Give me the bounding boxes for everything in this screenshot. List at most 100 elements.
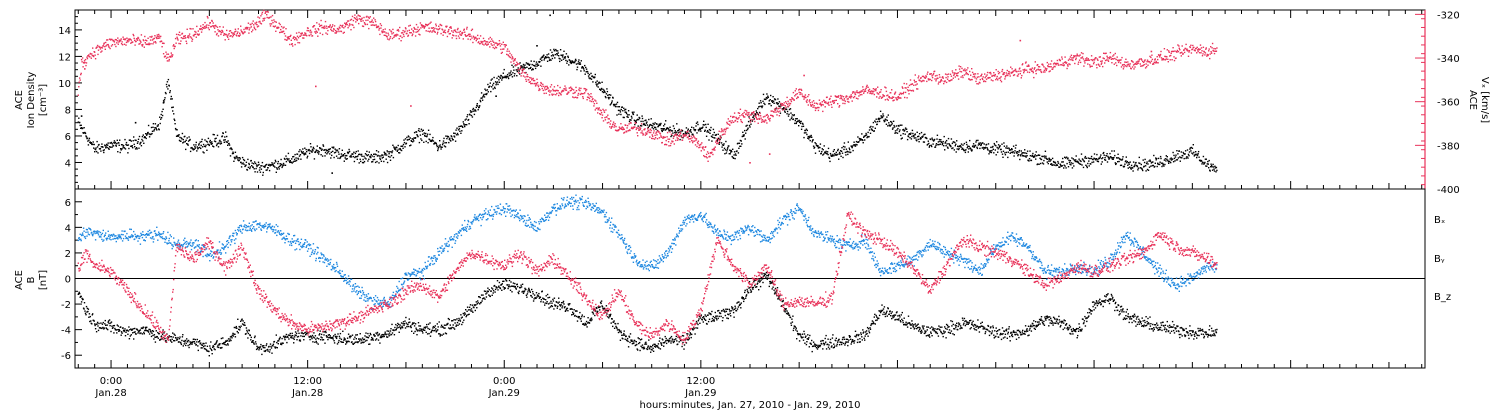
vx-point bbox=[79, 79, 81, 81]
vx-point bbox=[1069, 56, 1072, 58]
vx-point bbox=[771, 110, 773, 112]
density-point bbox=[186, 137, 188, 139]
vx-point bbox=[692, 140, 694, 142]
density-point bbox=[276, 168, 278, 170]
vx-point bbox=[670, 133, 673, 135]
density-point bbox=[484, 93, 487, 95]
vx-point bbox=[721, 134, 724, 136]
density-point bbox=[481, 99, 484, 101]
density-point bbox=[1108, 157, 1111, 159]
density-point bbox=[1023, 152, 1025, 154]
vx-point bbox=[1039, 69, 1042, 71]
vx-point bbox=[811, 101, 813, 103]
density-point bbox=[276, 167, 278, 169]
vx-point bbox=[718, 139, 720, 141]
density-point bbox=[1113, 156, 1115, 159]
vx-point bbox=[1035, 70, 1037, 72]
vx-point bbox=[905, 87, 907, 89]
density-point bbox=[352, 153, 354, 155]
density-point bbox=[901, 137, 903, 139]
density-point bbox=[100, 146, 103, 148]
density-point bbox=[1159, 161, 1161, 163]
vx-point bbox=[1168, 51, 1170, 53]
density-point bbox=[525, 62, 528, 64]
bottom-ytick-label: 4 bbox=[65, 223, 71, 234]
vx-point bbox=[696, 145, 698, 148]
vx-point bbox=[304, 32, 306, 34]
vx-point bbox=[912, 90, 915, 92]
vx-point bbox=[772, 115, 774, 118]
vx-point bbox=[1002, 73, 1004, 76]
density-point bbox=[807, 135, 809, 138]
density-point bbox=[305, 148, 307, 151]
density-point bbox=[947, 147, 949, 149]
density-point bbox=[181, 132, 184, 135]
density-point bbox=[325, 150, 328, 152]
density-point bbox=[316, 145, 318, 147]
vx-point bbox=[773, 108, 776, 110]
density-point bbox=[877, 118, 879, 120]
density-point bbox=[454, 132, 456, 135]
density-point bbox=[133, 143, 135, 146]
density-point bbox=[243, 163, 245, 165]
density-point bbox=[1129, 161, 1131, 163]
vx-point bbox=[344, 25, 346, 28]
vx-point bbox=[853, 95, 856, 98]
density-point bbox=[182, 138, 184, 141]
density-point bbox=[403, 141, 406, 144]
density-point bbox=[1158, 163, 1161, 166]
density-point bbox=[475, 110, 477, 112]
density-point bbox=[1078, 158, 1080, 160]
vx-point bbox=[565, 87, 567, 89]
vx-point bbox=[701, 142, 703, 144]
density-point bbox=[110, 141, 113, 144]
density-point bbox=[1049, 158, 1051, 160]
vx-point bbox=[505, 44, 507, 46]
density-point bbox=[628, 114, 630, 116]
vx-point bbox=[669, 131, 671, 133]
density-point bbox=[408, 136, 410, 138]
density-point bbox=[546, 56, 548, 59]
density-point bbox=[867, 131, 869, 134]
density-point bbox=[763, 102, 765, 104]
density-point bbox=[558, 57, 560, 60]
vx-point bbox=[928, 78, 930, 80]
vx-point bbox=[725, 127, 728, 129]
vx-point bbox=[1209, 57, 1211, 60]
vx-point bbox=[1000, 76, 1002, 78]
vx-point bbox=[925, 75, 927, 77]
vx-point bbox=[704, 155, 706, 158]
density-point bbox=[1170, 161, 1172, 164]
density-point bbox=[726, 150, 728, 152]
density-point bbox=[562, 54, 564, 56]
vx-point bbox=[892, 96, 895, 98]
density-point bbox=[412, 138, 414, 140]
density-point bbox=[1100, 163, 1102, 165]
vx-point bbox=[966, 69, 968, 71]
density-point bbox=[475, 106, 477, 109]
vx-point bbox=[531, 79, 533, 81]
density-point bbox=[282, 164, 284, 166]
density-point bbox=[1014, 147, 1017, 149]
density-point bbox=[219, 139, 221, 142]
vx-point bbox=[471, 37, 473, 39]
density-point bbox=[396, 150, 398, 152]
density-point bbox=[463, 123, 465, 125]
vx-point bbox=[555, 89, 557, 92]
density-point bbox=[1024, 149, 1026, 151]
bx-point bbox=[140, 332, 142, 334]
bx-point bbox=[86, 307, 89, 310]
vx-point bbox=[669, 144, 672, 147]
density-point bbox=[986, 147, 988, 149]
vx-outlier bbox=[84, 68, 86, 70]
vx-point bbox=[91, 53, 93, 55]
vx-point bbox=[123, 43, 126, 45]
bx-point bbox=[145, 329, 147, 332]
vx-point bbox=[554, 90, 556, 92]
vx-point bbox=[188, 35, 190, 37]
density-point bbox=[306, 157, 308, 159]
vx-point bbox=[637, 127, 639, 129]
density-point bbox=[673, 127, 675, 130]
vx-point bbox=[151, 39, 154, 41]
vx-point bbox=[942, 76, 944, 78]
